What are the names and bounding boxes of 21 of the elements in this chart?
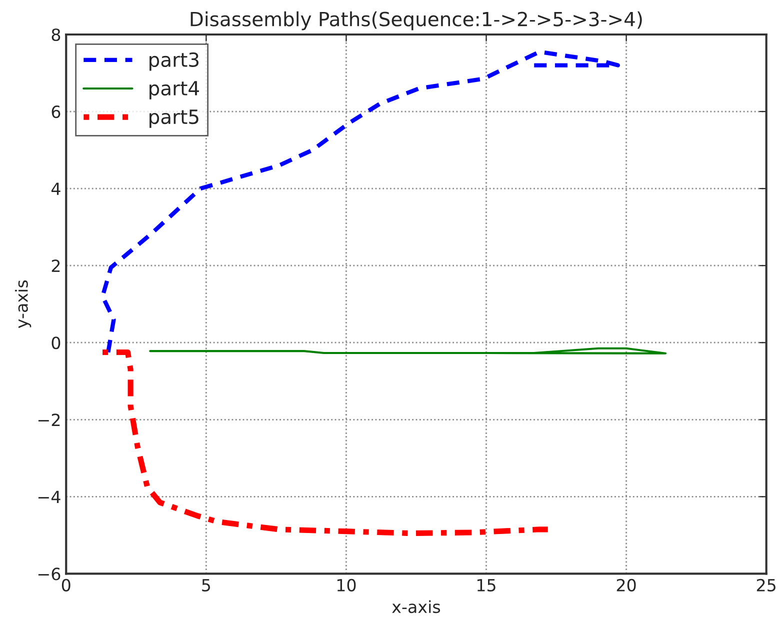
legend-label: part3 xyxy=(150,52,198,71)
y-tick-label: 0 xyxy=(52,336,60,350)
legend-label: part4 xyxy=(150,81,199,100)
y-tick-label: −2 xyxy=(38,414,60,426)
x-tick-label: 0 xyxy=(62,578,70,592)
chart-title: Disassembly Paths(Sequence:1->2->5->3->4) xyxy=(190,11,642,30)
y-tick-label: 6 xyxy=(52,105,60,118)
y-axis-title: y-axis xyxy=(15,280,32,328)
y-tick-label: −4 xyxy=(38,490,60,504)
x-tick-label: 15 xyxy=(477,579,496,592)
x-axis-title: x-axis xyxy=(392,600,440,614)
x-tick-label: 5 xyxy=(202,579,210,592)
y-tick-label: −6 xyxy=(38,568,60,580)
x-tick-label: 10 xyxy=(337,578,356,592)
y-tick-label: 2 xyxy=(52,260,60,272)
y-tick-label: 4 xyxy=(51,182,60,195)
x-tick-label: 20 xyxy=(616,578,636,592)
line-series xyxy=(100,50,620,354)
y-tick-label: 8 xyxy=(52,28,60,42)
legend-label: part5 xyxy=(150,110,198,128)
x-tick-label: 25 xyxy=(756,578,776,592)
